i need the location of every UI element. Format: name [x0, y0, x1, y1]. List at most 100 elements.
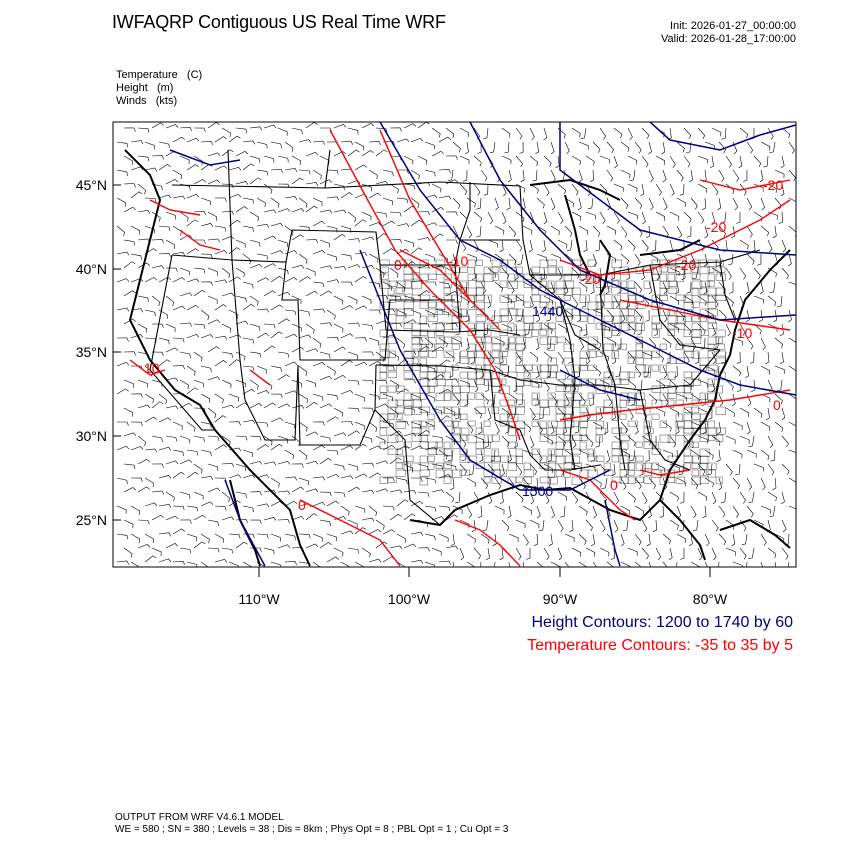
wind-barb: [571, 491, 579, 504]
wind-barb: [462, 281, 468, 294]
county-cell: [395, 469, 406, 477]
county-cell: [715, 385, 723, 394]
wind-barb: [221, 127, 231, 138]
county-cell: [587, 273, 596, 283]
wind-barb: [532, 169, 538, 182]
wind-barb: [277, 544, 291, 549]
wind-barb: [501, 407, 511, 419]
wind-barb: [445, 491, 455, 503]
county-cell: [435, 329, 445, 336]
county-cell: [507, 455, 517, 463]
county-cell: [507, 259, 516, 268]
wind-barb: [382, 248, 395, 255]
wind-barb: [536, 421, 543, 434]
wind-barb: [319, 403, 333, 409]
wind-barb: [389, 211, 402, 217]
wind-barb: [116, 169, 128, 176]
wind-barb: [347, 547, 359, 554]
wind-barb: [452, 281, 462, 292]
wind-barb: [305, 205, 318, 213]
wind-barb: [347, 486, 360, 493]
wind-barb: [235, 320, 249, 325]
wind-barb: [389, 238, 402, 244]
wind-barb: [305, 348, 319, 353]
wind-barb: [450, 477, 455, 491]
county-cell: [571, 308, 581, 317]
wind-barb: [746, 449, 757, 458]
temp-label: -20: [763, 177, 783, 193]
county-cell: [419, 427, 430, 436]
wind-barb: [732, 365, 742, 377]
wind-barb: [746, 561, 748, 567]
wind-barb: [641, 519, 648, 532]
county-cell: [619, 427, 627, 434]
wind-barb: [760, 365, 771, 375]
wind-barb: [319, 435, 331, 443]
county-cell: [435, 448, 445, 455]
wind-barb: [452, 393, 460, 406]
wind-barb: [571, 267, 580, 279]
wind-barb: [718, 141, 726, 154]
county-cell: [443, 469, 453, 477]
wind-barb: [517, 253, 524, 265]
county-cell: [419, 406, 431, 413]
wind-barb: [748, 491, 755, 503]
wind-barb: [445, 323, 458, 328]
wind-barb: [333, 407, 344, 417]
wind-barb: [479, 449, 484, 463]
county-cell: [459, 371, 468, 379]
county-cell: [427, 420, 435, 427]
wind-barb: [550, 561, 561, 567]
wind-barb: [158, 252, 171, 258]
county-cell: [395, 399, 404, 406]
wind-barb: [528, 239, 533, 253]
county-cell: [483, 399, 493, 408]
wind-barb: [410, 393, 421, 402]
wind-barb: [480, 477, 489, 490]
county-cell: [667, 280, 677, 287]
county-cell: [507, 294, 518, 302]
wind-barb: [767, 183, 777, 194]
county-cell: [691, 455, 701, 464]
wind-barb: [375, 211, 387, 218]
wind-barb: [524, 323, 531, 336]
county-cell: [563, 315, 573, 324]
wind-barb: [760, 141, 771, 151]
wind-barb: [333, 233, 346, 241]
wind-barb: [228, 247, 241, 255]
wind-barb: [655, 351, 664, 363]
wind-barb: [564, 281, 569, 295]
county-cell: [683, 385, 691, 394]
contour-labels: 1440 1500 0 0 -20 -20 -20 -20 -10 10 -10…: [144, 177, 783, 513]
wind-barb: [193, 127, 206, 132]
wind-barb: [720, 211, 727, 224]
wind-barb: [499, 351, 504, 365]
wind-barb: [298, 393, 308, 404]
wind-barb: [116, 505, 127, 514]
county-cell: [643, 462, 652, 469]
wind-barb: [200, 253, 213, 259]
wind-barb: [480, 533, 490, 544]
wind-barb: [745, 309, 750, 323]
wind-barb: [683, 295, 694, 305]
wind-barb: [725, 323, 731, 337]
wind-barb: [193, 323, 206, 329]
wind-barb: [361, 183, 372, 192]
lat-label-35n: 35°N: [76, 344, 107, 360]
county-cell: [539, 336, 548, 345]
wind-barb: [165, 323, 176, 333]
county-cell: [715, 273, 726, 281]
wind-barb: [578, 225, 589, 235]
wind-barb: [340, 360, 353, 367]
wind-barb: [361, 547, 371, 558]
wind-barb: [256, 223, 270, 228]
county-cell: [619, 434, 630, 441]
wind-barb: [193, 491, 204, 500]
wind-barb: [312, 362, 326, 367]
wind-barb: [221, 379, 232, 389]
model-version: OUTPUT FROM WRF V4.6.1 MODEL: [115, 812, 284, 823]
wind-barb: [690, 197, 698, 210]
wind-barb: [690, 393, 700, 404]
county-cell: [459, 434, 468, 441]
wind-barb: [326, 556, 339, 563]
